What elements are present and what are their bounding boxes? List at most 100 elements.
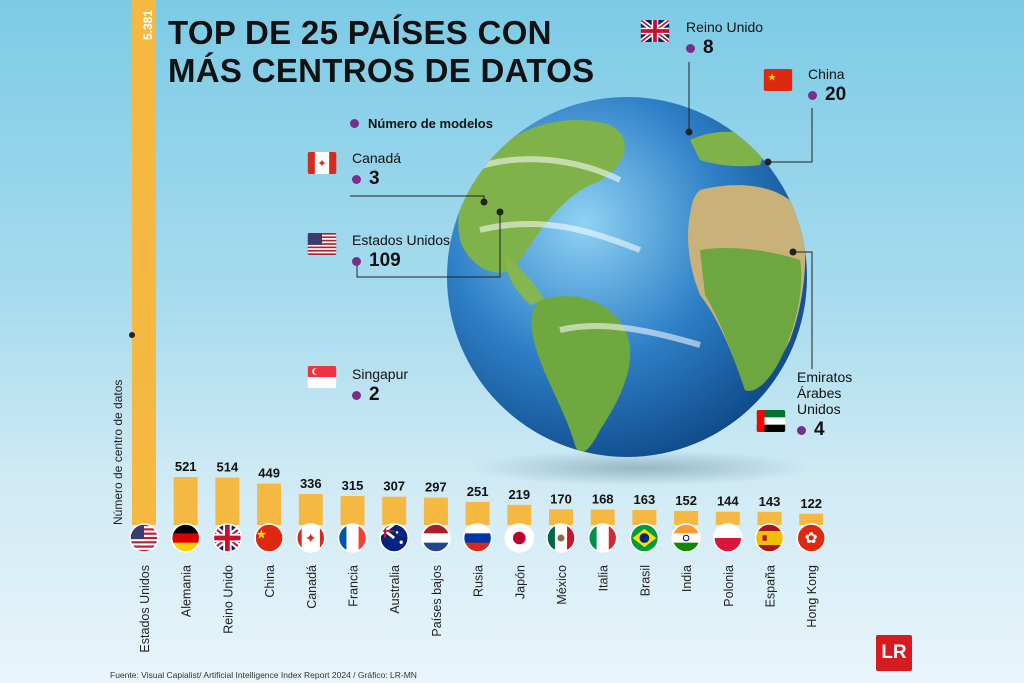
category-label: India [680, 565, 694, 592]
title-line-1: TOP DE 25 PAÍSES CON [168, 14, 552, 51]
italy-flag [587, 523, 618, 553]
netherlands-flag [421, 523, 451, 553]
callout-estados-unidos: Estados Unidos 109 [352, 232, 450, 272]
bar-value-label: 521 [175, 459, 197, 474]
bar-value-label: 168 [592, 492, 614, 507]
callout-canada: Canadá 3 [352, 150, 401, 190]
callout-china: China 20 [808, 66, 846, 106]
callout-name: Reino Unido [686, 19, 764, 35]
callout-dot [686, 43, 695, 53]
svg-text:★: ★ [256, 527, 267, 542]
callout-name: Estados Unidos [352, 232, 451, 248]
axis-marker [129, 332, 135, 338]
bar-value-label: 144 [717, 494, 739, 509]
category-label: Países bajos [430, 565, 444, 637]
bar-chart: 5.381 Estados Unidos 521 Alemania 514 Reino U… [129, 0, 826, 653]
category-label: China [263, 565, 277, 598]
bar-value-label: 251 [467, 484, 489, 499]
australia-flag [379, 523, 409, 553]
callout-dot [808, 90, 817, 100]
bar [132, 0, 156, 525]
category-label: Canadá [305, 565, 319, 609]
bar [215, 477, 240, 525]
bar [799, 513, 824, 525]
bar [465, 501, 490, 525]
bar-value-label: 5.381 [141, 10, 155, 40]
bar [423, 497, 448, 525]
callout-name: Canadá [352, 150, 402, 166]
callout-dot [352, 174, 361, 184]
bar-value-label: 315 [342, 478, 364, 493]
callout-value: 3 [369, 168, 380, 189]
bar-value-label: 307 [383, 479, 405, 494]
svg-text:✦: ✦ [317, 157, 326, 170]
bar-value-label: 143 [759, 494, 781, 509]
russia-flag [462, 523, 493, 553]
category-label: Italia [597, 565, 611, 591]
callout-reino-unido: Reino Unido 8 [686, 19, 763, 59]
category-label: Australia [388, 565, 402, 614]
source-note: Fuente: Visual Capialist/ Artificial Int… [110, 670, 417, 680]
callout-dot [352, 256, 361, 266]
germany-flag [170, 523, 201, 553]
bar-value-label: 514 [217, 460, 239, 475]
callout-name-line: Emiratos [797, 369, 853, 385]
poland-flag [713, 523, 743, 553]
canada-flag: ✦ [296, 523, 326, 553]
legend-dot [350, 119, 359, 128]
china-flag: ★ [254, 523, 284, 553]
canada-flag: ✦ [307, 152, 337, 174]
brazil-flag [629, 523, 660, 553]
bar [257, 483, 282, 525]
category-label: Polonia [722, 565, 736, 607]
bar [298, 494, 323, 525]
bar [173, 477, 198, 525]
svg-text:✦: ✦ [305, 531, 317, 547]
india-flag [671, 523, 701, 553]
bar [632, 509, 657, 525]
legend-label: Número de modelos [368, 116, 493, 131]
mexico-flag [546, 523, 576, 553]
callout-dot [797, 425, 806, 435]
category-label: México [555, 565, 569, 605]
callout-value: 20 [825, 84, 847, 105]
bar [715, 511, 740, 525]
lr-logo: LR [876, 635, 912, 671]
callout-leader-lines [350, 62, 813, 369]
callout-value: 109 [369, 250, 401, 271]
bar [674, 510, 699, 525]
category-label: Hong Kong [805, 565, 819, 628]
callout-name: China [808, 66, 845, 82]
callout-dot [352, 390, 361, 400]
svg-text:✿: ✿ [805, 529, 818, 547]
bar-value-label: 122 [800, 496, 822, 511]
bar-value-label: 336 [300, 476, 322, 491]
y-axis-label-text: Número de centro de datos [111, 379, 125, 525]
callout-name: Singapur [352, 366, 409, 382]
callout-value: 2 [369, 384, 380, 405]
uk-flag [212, 523, 243, 553]
category-label: Rusia [472, 565, 486, 597]
category-label: Francia [347, 565, 361, 607]
france-flag [337, 523, 368, 553]
usa-flag [307, 233, 337, 255]
bar [382, 496, 407, 525]
china-flag: ★ [763, 69, 793, 91]
callout-name-line: Unidos [797, 401, 841, 417]
spain-flag [754, 523, 785, 553]
callout-value: 4 [814, 419, 825, 440]
bar-value-label: 170 [550, 491, 572, 506]
bar-value-label: 163 [634, 492, 656, 507]
legend: Número de modelos [350, 116, 493, 131]
bar-value-label: 219 [508, 487, 530, 502]
callout-flags: ★✦ [307, 20, 793, 432]
category-label: Japón [513, 565, 527, 599]
bar [507, 504, 532, 525]
callout-singapur: Singapur 2 [352, 366, 408, 406]
category-label: Brasil [638, 565, 652, 596]
bar-value-label: 152 [675, 493, 697, 508]
japan-flag [504, 523, 535, 553]
bar-value-label: 449 [258, 466, 280, 481]
category-label: Alemania [180, 565, 194, 617]
